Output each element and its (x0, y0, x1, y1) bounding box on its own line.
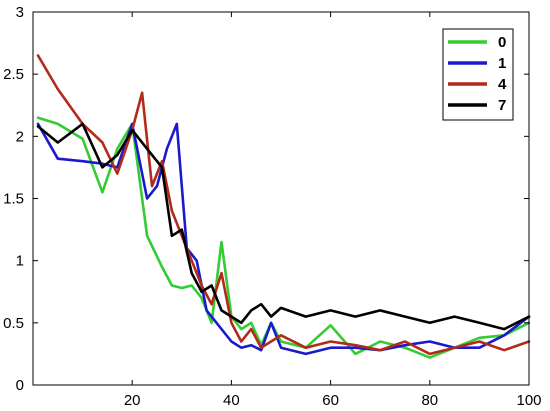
x-tick-label: 80 (421, 392, 438, 409)
legend: 0 1 4 7 (442, 28, 514, 121)
legend-label-4: 4 (498, 76, 507, 93)
y-tick-label: 1 (16, 253, 24, 270)
x-tick-label: 100 (516, 392, 541, 409)
legend-label-1: 1 (498, 55, 506, 72)
y-tick-label: 2 (16, 128, 24, 145)
series-line-7 (36, 122, 531, 331)
y-tick-label: 3 (16, 4, 24, 21)
legend-label-7: 7 (498, 97, 506, 114)
y-tick-label: 0 (16, 377, 24, 394)
y-tick-label: 1.5 (3, 191, 24, 208)
legend-label-0: 0 (498, 34, 506, 51)
x-tick-label: 40 (223, 392, 240, 409)
plot-area (36, 54, 531, 359)
y-tick-label: 2.5 (3, 66, 24, 83)
y-tick-label: 0.5 (3, 315, 24, 332)
x-tick-label: 20 (124, 392, 141, 409)
x-tick-label: 60 (322, 392, 339, 409)
series-line-0 (36, 116, 531, 359)
